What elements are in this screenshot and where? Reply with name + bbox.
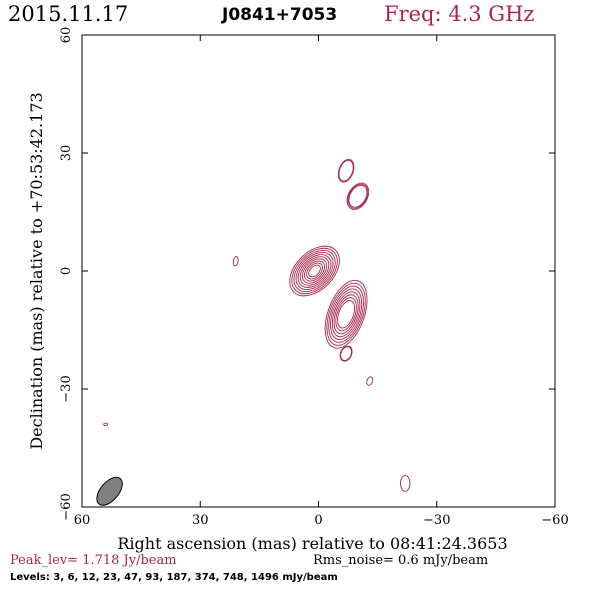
frequency-label: Freq: 4.3 GHz xyxy=(384,2,535,26)
component-blob-west xyxy=(232,256,239,267)
contour-line xyxy=(328,285,364,343)
contour-line xyxy=(340,346,353,361)
component-core xyxy=(289,245,340,297)
contour-line xyxy=(366,376,374,386)
contour-line xyxy=(348,184,368,208)
contour-line xyxy=(289,245,340,297)
contour-line xyxy=(301,258,328,284)
contour-line xyxy=(306,262,323,280)
component-jet-3 xyxy=(366,376,374,386)
beam-ellipse xyxy=(96,476,123,506)
contour-line xyxy=(337,158,355,183)
y-tick-label: 30 xyxy=(59,145,74,162)
component-north-2 xyxy=(346,182,370,210)
x-tick-label: −60 xyxy=(541,513,568,528)
x-tick-label: 60 xyxy=(74,513,91,528)
contour-line xyxy=(338,159,354,182)
contour-levels: Levels: 3, 6, 12, 23, 47, 93, 187, 374, … xyxy=(10,572,338,583)
contour-line xyxy=(346,182,370,210)
contour-line xyxy=(333,294,359,335)
contour-line xyxy=(347,183,369,209)
contour-line xyxy=(304,260,326,282)
x-tick-label: −30 xyxy=(423,513,450,528)
plot-frame xyxy=(81,34,556,508)
contour-line xyxy=(232,256,239,267)
contour-line xyxy=(339,345,353,362)
y-tick-label: −60 xyxy=(59,493,74,520)
peak-level: Peak_lev= 1.718 Jy/beam xyxy=(10,553,177,568)
contour-line xyxy=(337,300,356,329)
contour-line xyxy=(293,249,336,293)
component-jet-1 xyxy=(324,279,368,349)
x-tick-label: 0 xyxy=(314,513,322,528)
contour-line xyxy=(335,297,357,332)
source-name: J0841+7053 xyxy=(222,5,338,25)
y-axis-label: Declination (mas) relative to +70:53:42.… xyxy=(27,92,46,449)
contour-line xyxy=(400,475,411,492)
contour-line xyxy=(299,256,330,286)
contour-line xyxy=(291,247,338,295)
component-speck xyxy=(103,422,109,427)
contour-line xyxy=(297,254,332,288)
component-jet-2 xyxy=(339,345,353,362)
epoch-date: 2015.11.17 xyxy=(8,2,129,26)
contour-line xyxy=(308,264,321,278)
component-blob-sw xyxy=(400,475,411,492)
contour-line xyxy=(103,422,109,427)
x-tick-label: 30 xyxy=(192,513,209,528)
axis-ticks xyxy=(81,34,556,508)
x-axis-label: Right ascension (mas) relative to 08:41:… xyxy=(117,534,507,553)
beam-shape xyxy=(96,476,123,506)
contour-line xyxy=(326,282,366,346)
y-tick-label: 60 xyxy=(59,27,74,44)
contour-line xyxy=(331,291,361,338)
y-tick-label: −30 xyxy=(59,375,74,402)
component-north-1 xyxy=(337,158,355,183)
contour-line xyxy=(330,288,363,340)
rms-noise: Rms_noise= 0.6 mJy/beam xyxy=(313,553,489,568)
y-tick-label: 0 xyxy=(59,267,74,275)
contour-line xyxy=(295,252,334,290)
contour-components xyxy=(103,158,411,492)
contour-line xyxy=(324,279,368,349)
